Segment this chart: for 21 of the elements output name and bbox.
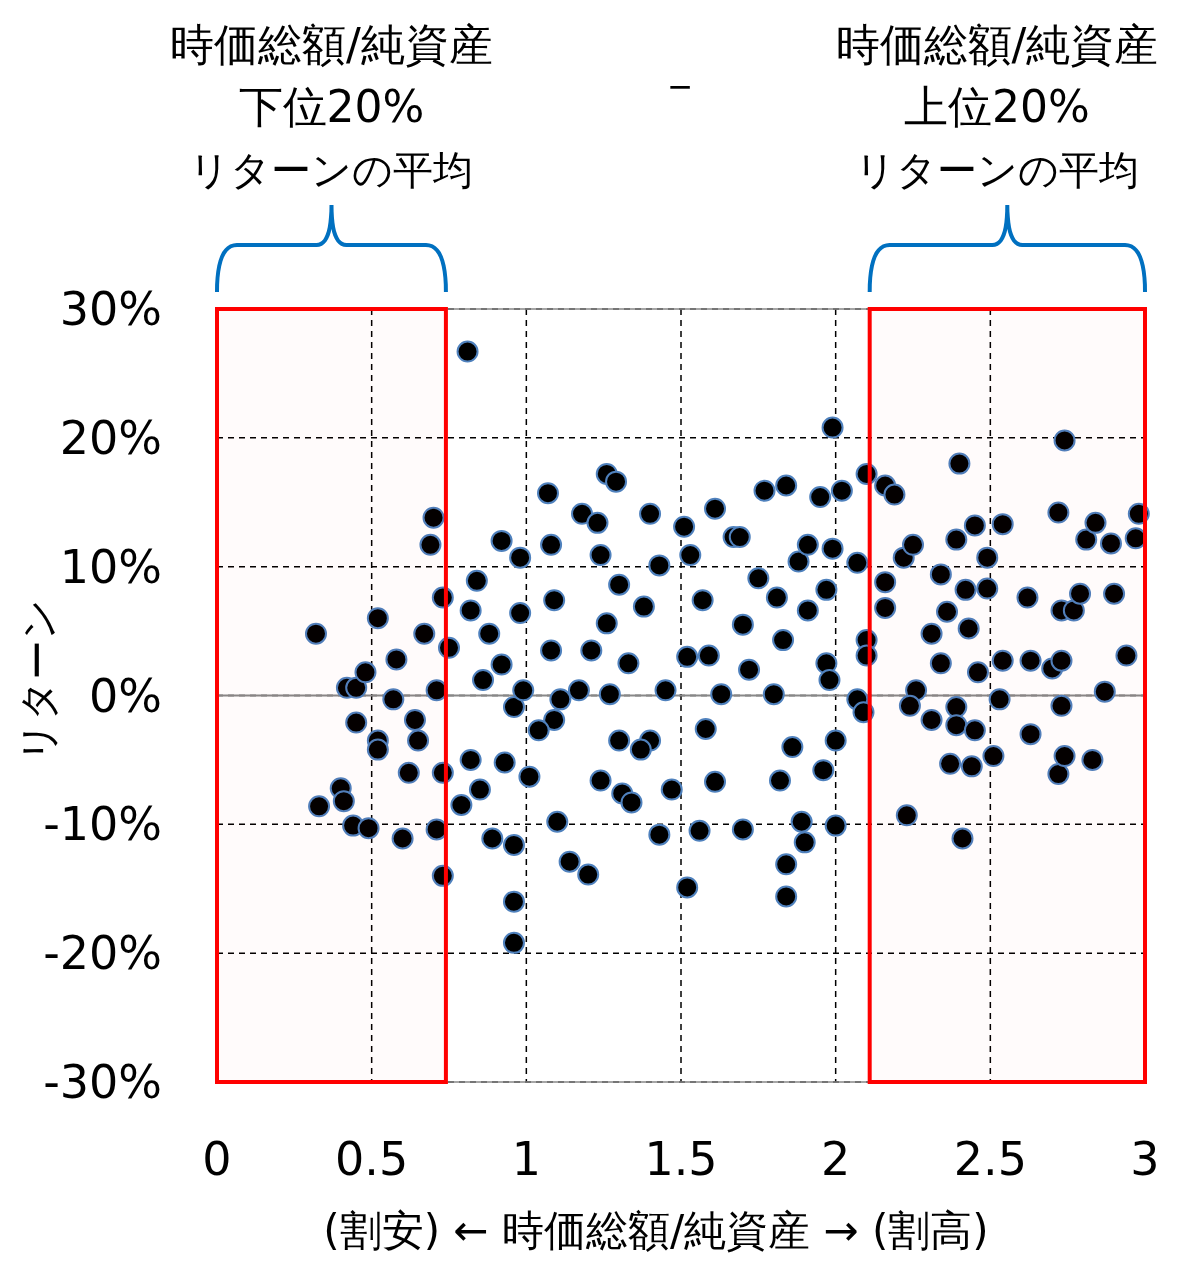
x-tick-label: 1 [511, 1132, 541, 1186]
text: 時価総額/純資産上位20% [835, 19, 1159, 132]
text: リターンの平均 [189, 147, 474, 193]
x-tick-label: 3 [1130, 1132, 1160, 1186]
x-tick-label: 0.5 [335, 1132, 409, 1186]
x-axis-title: (割安) ← 時価総額/純資産 → (割高) [323, 1206, 989, 1255]
y-tick-label: 20% [59, 410, 162, 465]
y-tick-label: -20% [43, 926, 162, 981]
y-tick-label: -10% [43, 797, 162, 852]
text: リターンの平均 [855, 147, 1139, 193]
y-tick-label: -30% [43, 1055, 162, 1109]
y-axis-title: リターン [15, 598, 61, 762]
x-tick-label: 0 [202, 1132, 232, 1186]
x-tick-label: 1.5 [644, 1132, 718, 1186]
x-tick-label: 2 [821, 1132, 851, 1186]
x-tick-label: 2.5 [953, 1132, 1027, 1186]
y-tick-label: 10% [59, 539, 162, 594]
y-tick-label: 0% [89, 668, 162, 723]
y-tick-label: 30% [59, 282, 162, 336]
text: － [658, 59, 702, 110]
text: 時価総額/純資産下位20% [170, 19, 493, 132]
